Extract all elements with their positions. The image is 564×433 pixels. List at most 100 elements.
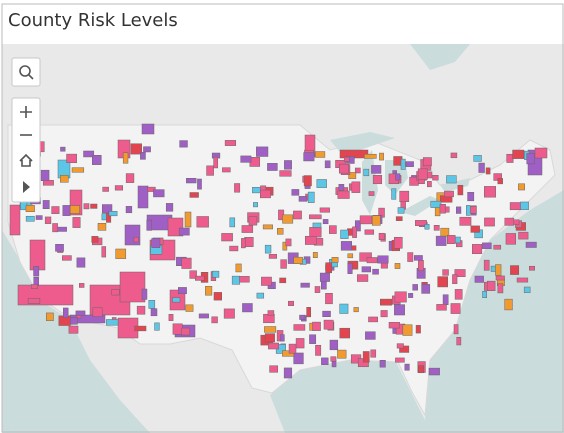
county-patch — [279, 170, 292, 177]
county-patch — [321, 280, 327, 290]
county-patch — [484, 217, 495, 227]
county-patch — [319, 272, 330, 282]
county-patch — [25, 205, 35, 213]
county-patch — [115, 248, 127, 259]
county-patch — [60, 146, 66, 152]
county-patch — [399, 190, 410, 202]
county-patches — [9, 123, 548, 379]
county-patch — [291, 189, 300, 196]
county-patch — [379, 152, 384, 161]
county-patch — [362, 351, 370, 363]
county-patch — [424, 224, 430, 230]
county-patch — [269, 365, 278, 373]
county-patch — [185, 304, 194, 312]
county-patch — [354, 167, 361, 174]
county-patch — [412, 284, 418, 291]
county-patch — [68, 325, 79, 334]
county-patch — [493, 244, 502, 250]
county-patch — [433, 225, 440, 231]
county-patch — [253, 202, 258, 208]
county-patch — [437, 276, 448, 288]
county-patch — [25, 215, 35, 222]
county-patch — [83, 150, 95, 158]
county-patch — [282, 214, 294, 224]
county-patch — [402, 324, 413, 336]
county-patch — [83, 203, 90, 210]
county-patch — [197, 178, 202, 190]
county-patch — [395, 357, 405, 363]
county-patch — [315, 344, 322, 356]
county-patch — [178, 227, 190, 236]
county-patch — [512, 149, 525, 159]
county-patch — [510, 265, 520, 275]
county-patch — [322, 310, 331, 317]
county-patch — [101, 246, 107, 258]
county-patch — [221, 233, 233, 242]
county-patch — [372, 268, 379, 275]
county-patch — [125, 173, 135, 183]
county-patch — [224, 140, 237, 146]
county-patch — [168, 314, 174, 321]
county-patch — [428, 367, 440, 376]
county-patch — [29, 239, 46, 271]
county-patch — [347, 253, 354, 259]
county-patch — [316, 179, 327, 188]
county-patch — [312, 252, 318, 258]
county-patch — [325, 262, 332, 274]
county-patch — [153, 189, 165, 198]
county-patch — [312, 321, 321, 331]
county-patch — [154, 322, 160, 331]
county-patch — [454, 269, 466, 277]
county-patch — [108, 211, 118, 217]
county-patch — [40, 169, 50, 181]
county-patch — [151, 238, 161, 248]
county-patch — [413, 255, 423, 261]
county-patch — [523, 286, 531, 293]
county-patch — [372, 175, 383, 185]
county-patch — [427, 181, 432, 188]
county-patch — [404, 363, 410, 371]
county-patch — [516, 277, 529, 283]
county-patch — [239, 276, 250, 283]
county-patch — [309, 227, 322, 238]
county-patch — [285, 238, 292, 247]
county-patch — [526, 153, 535, 165]
county-patch — [277, 227, 284, 235]
county-patch — [467, 192, 475, 202]
zoom-out-button[interactable] — [12, 124, 40, 148]
county-patch — [212, 270, 220, 278]
county-patch — [415, 325, 421, 334]
hudson-bay-shore — [410, 44, 470, 70]
county-patch — [268, 254, 277, 259]
county-patch — [394, 263, 401, 269]
county-patch — [321, 357, 329, 365]
home-button[interactable] — [12, 148, 40, 174]
county-patch — [435, 235, 447, 246]
county-patch — [525, 241, 537, 248]
search-button[interactable] — [11, 57, 41, 87]
county-patch — [288, 343, 297, 354]
county-patch — [91, 236, 99, 243]
county-patch — [235, 263, 242, 273]
county-patch — [364, 229, 375, 235]
county-patch — [66, 153, 77, 164]
county-patch — [338, 184, 345, 191]
county-patch — [359, 252, 372, 262]
county-patch — [442, 269, 449, 276]
county-patch — [306, 307, 312, 318]
county-patch — [319, 207, 330, 213]
county-patch — [262, 224, 273, 230]
county-patch — [352, 226, 357, 238]
county-patch — [504, 217, 515, 226]
county-patch — [339, 163, 349, 174]
county-patch — [331, 257, 339, 263]
county-patch — [446, 175, 457, 184]
county-patch — [172, 323, 183, 335]
county-patch — [442, 294, 449, 306]
county-patch — [361, 266, 371, 273]
county-patch — [347, 262, 353, 274]
county-patch — [140, 152, 146, 160]
county-patch — [505, 233, 516, 245]
county-patch — [407, 252, 414, 262]
home-icon — [19, 153, 33, 167]
